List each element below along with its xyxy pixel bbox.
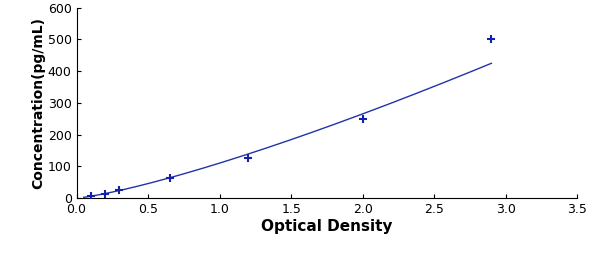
Y-axis label: Concentration(pg/mL): Concentration(pg/mL): [31, 17, 45, 189]
X-axis label: Optical Density: Optical Density: [261, 219, 393, 234]
